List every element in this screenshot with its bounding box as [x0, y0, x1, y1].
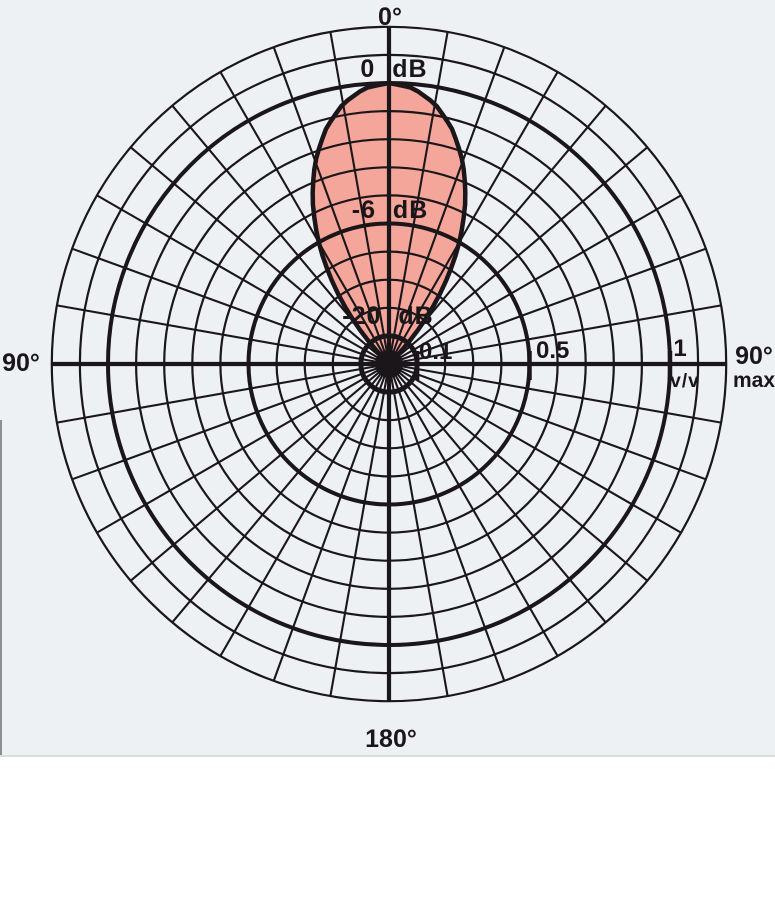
grid-radial	[329, 375, 388, 697]
grid-radial	[71, 367, 379, 481]
label-angle-left: 90°	[2, 349, 40, 377]
grid-radial	[398, 194, 682, 359]
grid-radial	[329, 31, 388, 353]
label-angle-right: 90°	[735, 342, 773, 370]
label-tick-0-1: 0.1	[419, 338, 452, 365]
grid-radial	[394, 373, 559, 657]
grid-radial	[395, 372, 607, 623]
grid-radial	[130, 146, 381, 358]
label-ring-minus20db: -20 dB	[342, 302, 433, 330]
center-dot	[375, 350, 403, 378]
polar-diagram-figure: 0° 180° 90° 90° v/v max 0 dB -6 dB -20 d…	[0, 0, 775, 757]
grid-radial	[390, 375, 449, 697]
grid-radial	[397, 146, 648, 358]
grid-radial	[272, 374, 386, 682]
label-tick-1: 1	[673, 335, 686, 362]
label-angle-bottom: 180°	[365, 725, 417, 753]
label-tick-0-5: 0.5	[536, 337, 569, 364]
main-lobe-outline	[310, 80, 468, 367]
grid-radial	[394, 71, 559, 355]
grid-radial	[399, 247, 707, 361]
page-scan-edge	[0, 420, 2, 757]
grid-radial	[171, 372, 383, 623]
label-ring-0db: 0 dB	[360, 55, 427, 83]
label-ring-minus6db: -6 dB	[352, 196, 429, 224]
grid-radial	[392, 374, 506, 682]
grid-radial	[392, 46, 506, 354]
polar-pattern-chart: 0° 180° 90° 90° v/v max 0 dB -6 dB -20 d…	[2, 3, 775, 753]
grid-radial	[400, 365, 722, 424]
grid-radial	[400, 304, 722, 363]
grid-radial	[130, 370, 381, 582]
grid-radial	[96, 194, 380, 359]
grid-radial	[390, 31, 449, 353]
grid-radial	[56, 365, 378, 424]
grid-radial	[219, 373, 384, 657]
figure-bottom-edge	[0, 755, 775, 757]
grid-radial	[398, 369, 682, 534]
grid-radial	[272, 46, 386, 354]
grid-radial	[219, 71, 384, 355]
grid-radial	[399, 367, 707, 481]
label-unit-vv: v/v	[670, 371, 699, 392]
polar-grid	[50, 25, 728, 703]
grid-radial	[397, 370, 648, 582]
grid-radial	[71, 247, 379, 361]
label-unit-max: max	[733, 369, 775, 392]
grid-radial	[56, 304, 378, 363]
grid-radial	[96, 369, 380, 534]
label-angle-top: 0°	[378, 3, 402, 31]
